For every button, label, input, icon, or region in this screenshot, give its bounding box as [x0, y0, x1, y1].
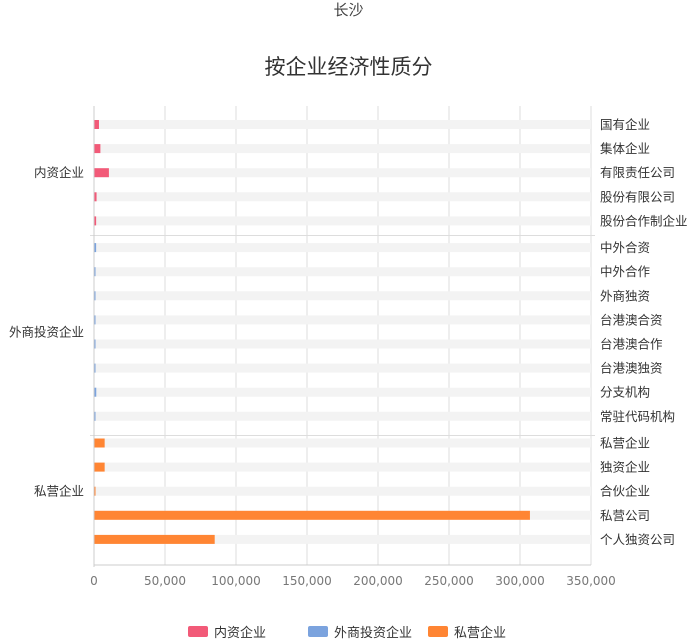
legend-label-private: 私营企业	[454, 626, 507, 641]
x-tick-label: 350,000	[566, 574, 616, 588]
bar	[94, 291, 96, 301]
bar	[94, 168, 109, 178]
category-label: 常驻代码机构	[600, 409, 675, 424]
bar	[94, 363, 96, 373]
city-title: 长沙	[333, 1, 364, 19]
legend-item-domestic[interactable]: 内资企业	[188, 622, 266, 641]
category-label: 台港澳合资	[600, 312, 663, 327]
bar-track	[94, 438, 591, 448]
category-label: 有限责任公司	[600, 165, 675, 180]
category-label: 集体企业	[600, 141, 650, 156]
bar	[94, 216, 97, 226]
bar	[94, 120, 99, 129]
category-label: 中外合作	[600, 264, 651, 279]
category-label: 股份有限公司	[600, 189, 675, 204]
bar	[94, 438, 105, 448]
bar	[94, 192, 97, 202]
legend-label-domestic: 内资企业	[214, 626, 267, 641]
group-label: 外商投资企业	[9, 324, 84, 339]
category-label: 私营公司	[600, 508, 650, 523]
x-tick-label: 0	[90, 574, 98, 588]
bar-track	[94, 411, 591, 421]
legend-item-private[interactable]: 私营企业	[428, 622, 506, 641]
category-label: 私营企业	[600, 436, 650, 451]
x-tick-label: 50,000	[144, 574, 186, 588]
bar-track	[94, 486, 591, 496]
bar-track	[94, 387, 591, 397]
bar-track	[94, 339, 591, 349]
category-label: 分支机构	[600, 385, 650, 400]
category-label: 独资企业	[600, 460, 650, 475]
x-tick-label: 150,000	[282, 574, 332, 588]
bar	[94, 144, 101, 154]
category-label: 股份合作制企业	[600, 213, 688, 228]
bar	[94, 510, 530, 520]
bar	[94, 315, 96, 325]
chart-title: 按企业经济性质分	[264, 55, 433, 79]
bar	[94, 411, 96, 421]
bar-track	[94, 534, 591, 544]
legend-swatch-domestic	[188, 626, 208, 637]
legend-item-foreign[interactable]: 外商投资企业	[308, 622, 412, 641]
bar-track	[94, 243, 591, 253]
legend-label-foreign: 外商投资企业	[334, 626, 413, 641]
bar-track	[94, 267, 591, 277]
x-tick-label: 300,000	[495, 574, 545, 588]
bar	[94, 486, 96, 496]
bar-track	[94, 462, 591, 472]
bar-track	[94, 291, 591, 301]
category-label: 合伙企业	[600, 484, 650, 499]
bar-track	[94, 363, 591, 373]
category-label: 个人独资公司	[600, 532, 675, 547]
group-label: 内资企业	[34, 165, 84, 180]
category-label: 台港澳合作	[600, 337, 663, 352]
x-tick-label: 250,000	[424, 574, 474, 588]
bar	[94, 339, 96, 349]
bar	[94, 243, 97, 253]
x-tick-label: 100,000	[211, 574, 261, 588]
category-label: 中外合资	[600, 240, 650, 255]
bar	[94, 534, 215, 544]
bar-track	[94, 216, 591, 226]
x-tick-label: 200,000	[353, 574, 403, 588]
bar-track	[94, 192, 591, 202]
bar	[94, 387, 97, 397]
category-label: 国有企业	[600, 117, 650, 132]
legend-swatch-private	[428, 626, 448, 637]
legend-swatch-foreign	[308, 626, 328, 637]
bar-track	[94, 315, 591, 325]
group-label: 私营企业	[34, 484, 84, 499]
chart-legend: 内资企业 外商投资企业 私营企业	[0, 622, 697, 641]
bar-track	[94, 144, 591, 154]
category-label: 台港澳独资	[600, 361, 663, 376]
bar	[94, 462, 105, 472]
bar-track	[94, 168, 591, 178]
category-label: 外商独资	[600, 288, 650, 303]
bar-track	[94, 120, 591, 129]
bar	[94, 267, 96, 277]
